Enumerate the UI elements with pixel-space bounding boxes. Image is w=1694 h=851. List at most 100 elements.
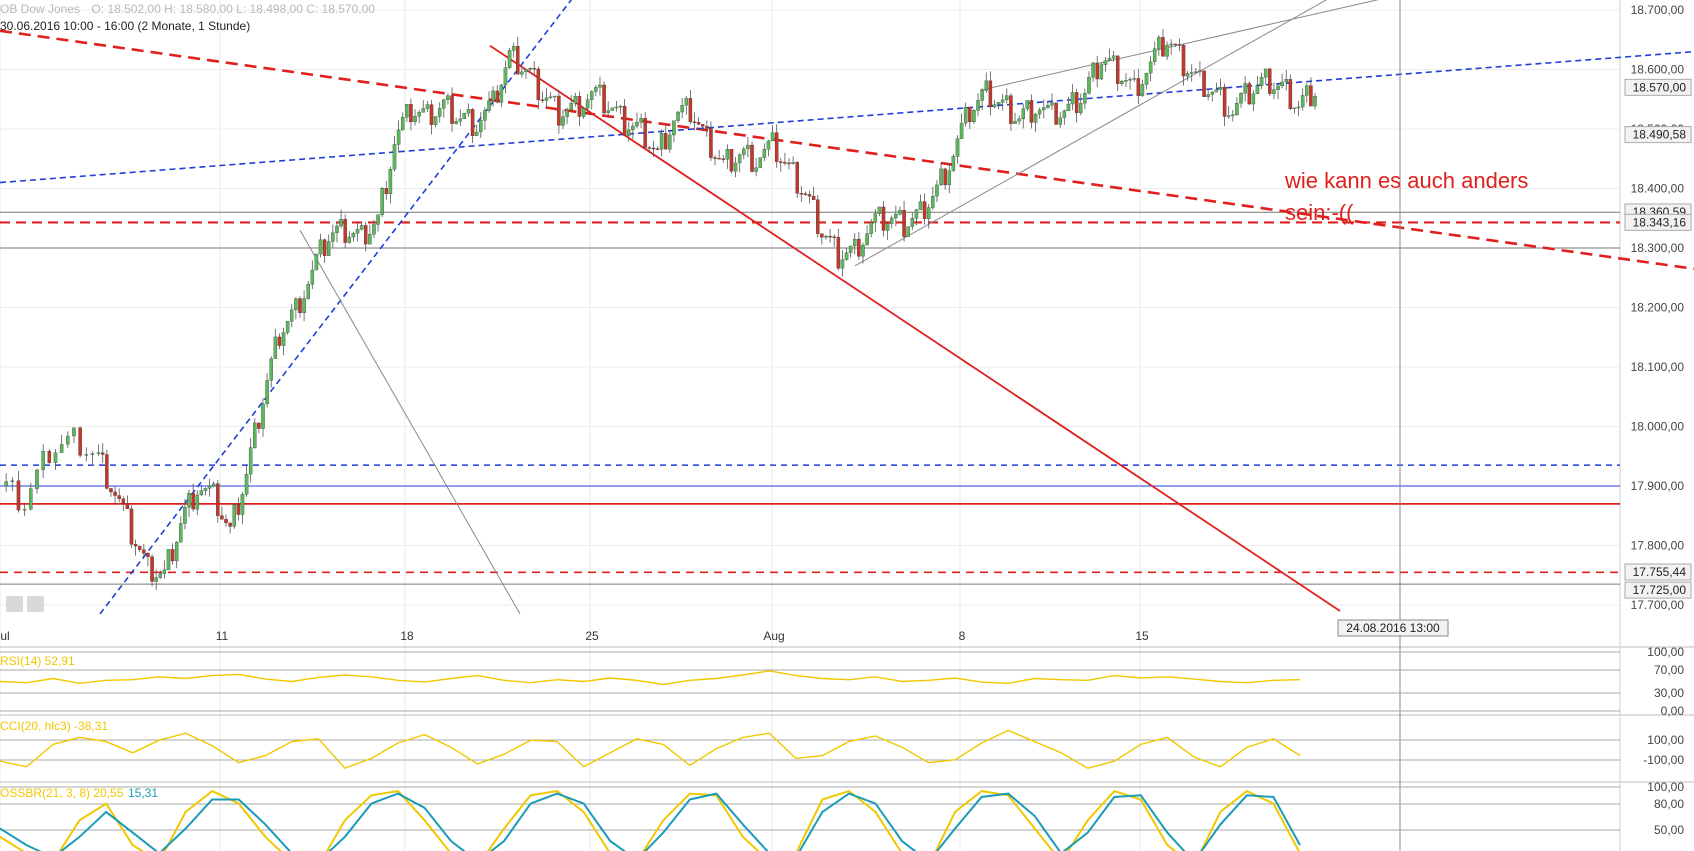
candle-body [898, 210, 902, 215]
price-label-box [1624, 563, 1692, 581]
candle-body [183, 507, 187, 524]
candle-body [298, 298, 302, 314]
candle-body [409, 104, 413, 123]
candle-body [976, 100, 980, 111]
candle-body [1140, 84, 1145, 96]
candle-body [861, 244, 865, 257]
candle-body [302, 298, 306, 314]
candle-body [1284, 79, 1288, 83]
scroll-right-button[interactable] [27, 596, 44, 612]
candle-body [561, 116, 565, 126]
candle-body [1214, 89, 1219, 93]
candle-body [1099, 64, 1104, 80]
candle-body [553, 95, 557, 98]
candle-body [1185, 73, 1190, 77]
candle-body [626, 129, 631, 136]
candle-body [261, 403, 265, 429]
candle-body [1046, 105, 1050, 108]
gray-channel-upper [979, 0, 1379, 91]
candle-body [425, 104, 430, 109]
candle-body [59, 444, 64, 453]
cci-tick-label: -100,00 [1643, 753, 1684, 767]
candle-body [963, 107, 968, 124]
candle-body [1202, 70, 1206, 98]
candle-body [1206, 94, 1210, 98]
candle-body [487, 100, 491, 111]
candle-body [129, 508, 134, 545]
ohlc-values: O: 18.502,00 H: 18.580,00 L: 18.498,00 C… [91, 2, 375, 16]
candle-body [90, 453, 95, 455]
x-tick-label: 8 [959, 629, 966, 643]
stoch-tick-label: 100,00 [1647, 780, 1684, 794]
candle-body [1288, 79, 1293, 109]
candle-body [1111, 55, 1116, 59]
candle-body [257, 422, 261, 429]
candle-body [1247, 83, 1252, 105]
candle-body [1243, 83, 1247, 94]
candle-body [1120, 80, 1124, 84]
candle-body [22, 509, 27, 511]
candle-body [1152, 48, 1157, 62]
scroll-left-button[interactable] [6, 596, 23, 612]
candle-body [1218, 86, 1223, 90]
candle-body [955, 138, 960, 157]
y-tick-label: 18.400,00 [1631, 182, 1685, 196]
candle-body [146, 553, 150, 557]
candle-body [1037, 109, 1042, 115]
candle-body [446, 95, 450, 100]
candle-body [602, 84, 606, 114]
candle-body [1305, 85, 1309, 96]
candle-body [766, 140, 771, 150]
price-label: 18.343,16 [1633, 215, 1687, 229]
candle-body [926, 207, 931, 219]
candle-body [253, 422, 257, 448]
y-tick-label: 18.100,00 [1631, 360, 1685, 374]
candle-body [199, 490, 204, 496]
candle-body [1050, 102, 1054, 106]
candle-body [388, 169, 393, 195]
candle-body [787, 162, 791, 165]
candle-body [1157, 37, 1161, 49]
candle-body [437, 108, 442, 117]
rsi-tick-label: 30,00 [1654, 686, 1684, 700]
x-tick-label: Jul [0, 629, 10, 643]
candle-body [951, 156, 956, 171]
candle-body [1132, 78, 1136, 80]
annotation-line-2: sein:-(( [1285, 200, 1354, 225]
candle-body [758, 157, 762, 168]
rsi-label: RSI(14) 52,91 [0, 654, 75, 668]
candle-body [618, 105, 623, 108]
candle-body [737, 154, 742, 164]
candle-body [725, 149, 730, 160]
candle-body [343, 218, 347, 243]
candle-body [935, 184, 939, 197]
price-axis: 18.700,0018.600,0018.500,0018.400,0018.3… [1337, 3, 1692, 837]
candle-body [918, 201, 923, 211]
candle-body [631, 125, 635, 131]
candle-body [647, 147, 652, 149]
candle-body [844, 252, 849, 260]
candle-body [306, 284, 310, 299]
candle-body [877, 206, 882, 214]
y-tick-label: 18.600,00 [1631, 63, 1685, 77]
candle-body [791, 162, 795, 164]
candle-body [1235, 102, 1239, 115]
candle-body [368, 234, 372, 245]
candle-body [992, 104, 997, 108]
candle-body [240, 494, 245, 515]
stoch-k-line [0, 789, 1300, 851]
candle-body [1042, 107, 1046, 111]
candle-body [363, 225, 368, 245]
stoch-d-value: 15,31 [128, 786, 158, 800]
candle-body [1083, 93, 1087, 104]
candle-body [1005, 95, 1009, 100]
candle-body [700, 124, 705, 127]
candle-body [310, 269, 315, 285]
red-solid-downtrend [489, 44, 1341, 612]
cci-tick-label: 100,00 [1647, 733, 1684, 747]
candle-body [154, 577, 158, 582]
candle-body [1276, 85, 1280, 90]
candle-body [187, 492, 191, 508]
candle-body [265, 380, 269, 405]
